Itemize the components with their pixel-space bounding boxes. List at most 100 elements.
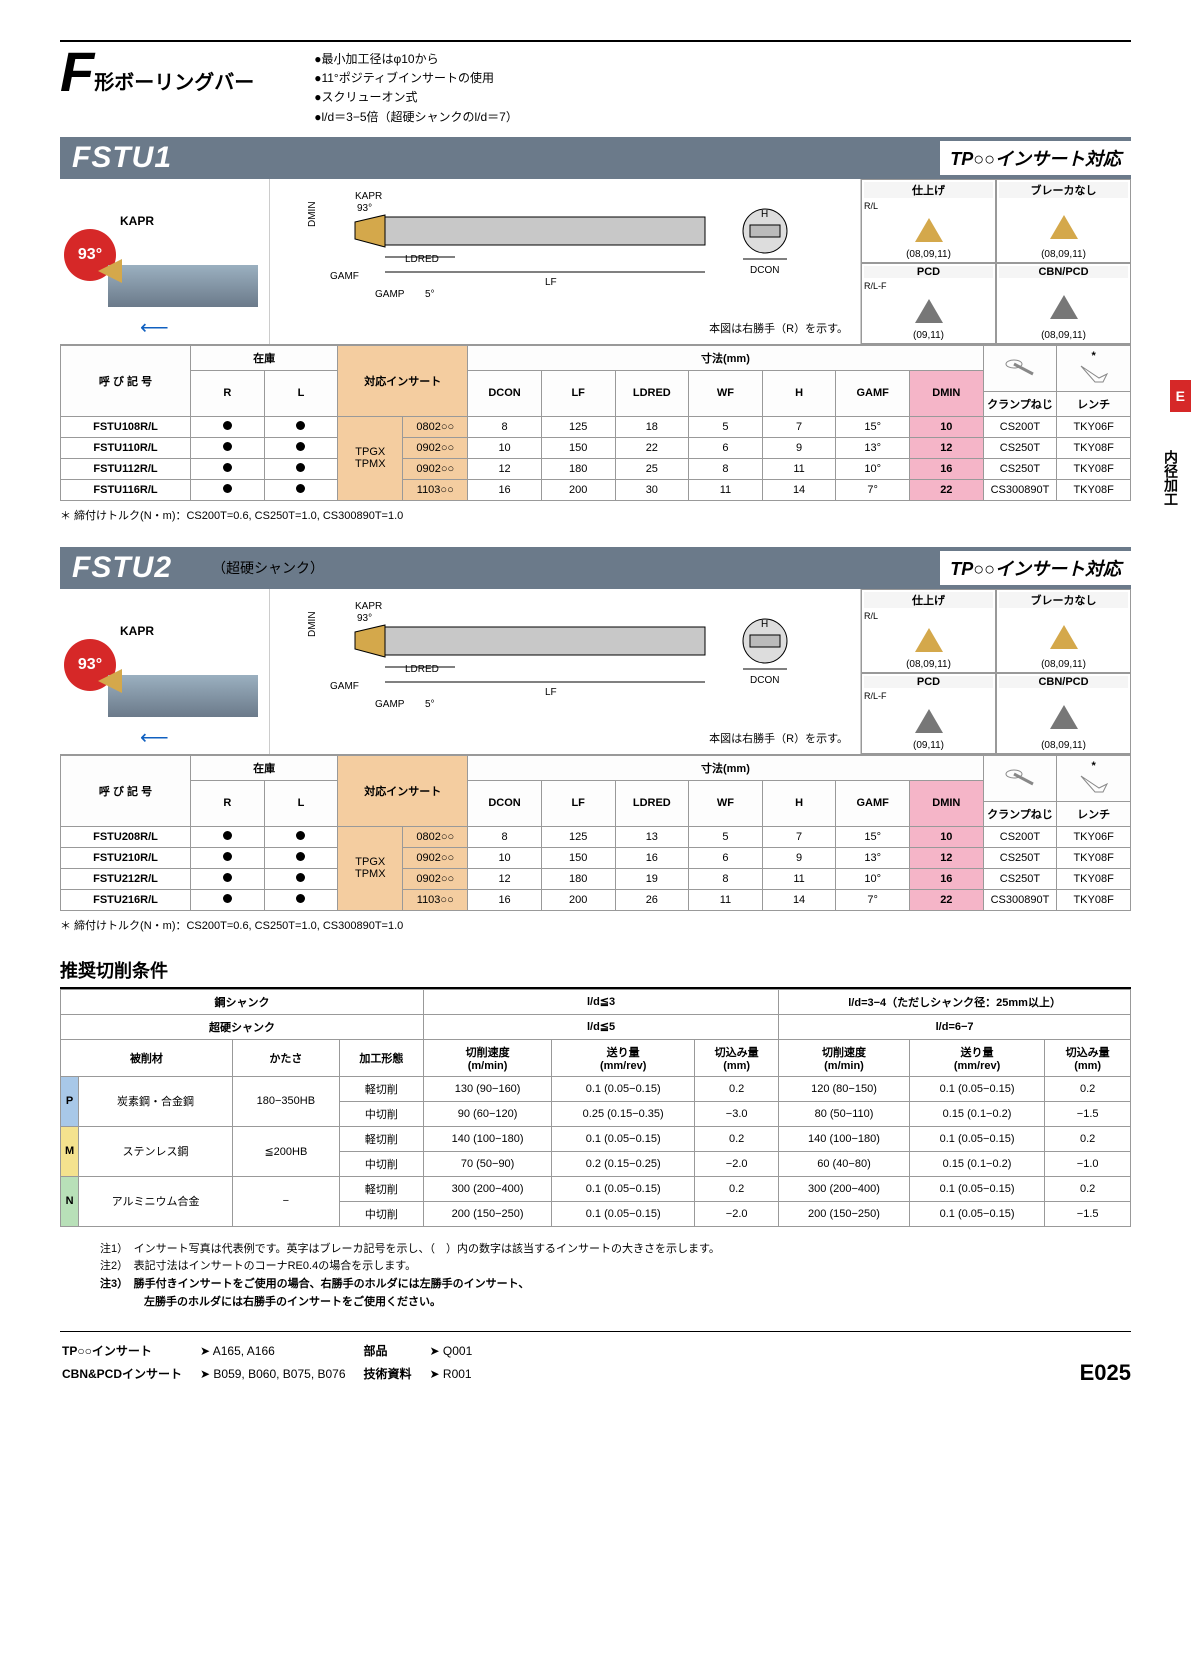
cell-dim: 7° (836, 889, 910, 910)
cond-hard: 180−350HB (232, 1076, 339, 1126)
cell-wrench: TKY06F (1057, 826, 1131, 847)
cell-dim: 6 (689, 847, 763, 868)
svg-text:LDRED: LDRED (405, 664, 439, 675)
cell-dim: 11 (762, 458, 836, 479)
note-line: 注1） インサート写真は代表例です。英字はブレーカ記号を示し、（ ）内の数字は該… (100, 1241, 1131, 1259)
cell-dim: 200 (541, 479, 615, 500)
bullet: ●11°ポジティブインサートの使用 (314, 69, 518, 88)
svg-text:H: H (761, 619, 768, 630)
cell-clamp: CS250T (983, 458, 1057, 479)
cond-val: 0.1 (0.05−0.15) (909, 1201, 1045, 1226)
cond-val: 70 (50−90) (423, 1151, 551, 1176)
kapr-label: KAPR (120, 214, 154, 228)
cell-dim: 13° (836, 847, 910, 868)
th-DMIN: DMIN (910, 780, 984, 826)
iso-badge: P (61, 1076, 79, 1126)
cell-stock-R (191, 437, 265, 458)
cond-val: 0.2 (1045, 1076, 1131, 1101)
cell-dim: 10 (468, 437, 542, 458)
svg-text:DMIN: DMIN (307, 201, 318, 227)
th-insert: 対応インサート (338, 755, 468, 826)
cell-dim: 22 (615, 437, 689, 458)
svg-text:KAPR: KAPR (355, 191, 382, 202)
cell-dim: 180 (541, 868, 615, 889)
ref-r: ➤ R001 (430, 1363, 489, 1384)
svg-text:93°: 93° (357, 203, 372, 214)
cell-dim: 10° (836, 458, 910, 479)
title-block: F 形ボーリングバー (60, 50, 254, 95)
tool-diagram-cell: KAPR 93° DMIN WF LDRED GAMF GAMP 5° LF H… (270, 179, 861, 344)
cell-dim: 15° (836, 826, 910, 847)
cell-dim: 16 (615, 847, 689, 868)
cell-clamp: CS200T (983, 826, 1057, 847)
cell-dim: 26 (615, 889, 689, 910)
note-line: 注3） 勝手付きインサートをご使用の場合、右勝手のホルダには左勝手のインサート、 (100, 1276, 1131, 1294)
cell-clamp: CS300890T (983, 479, 1057, 500)
thumb: CBN/PCD(08,09,11) (996, 263, 1131, 344)
svg-text:93°: 93° (357, 613, 372, 624)
cell-dim: 5 (689, 826, 763, 847)
ref-l: 部品 (364, 1340, 428, 1361)
th-LDRED: LDRED (615, 780, 689, 826)
page-header: F 形ボーリングバー ●最小加工径はφ10から●11°ポジティブインサートの使用… (60, 40, 1131, 127)
cond-val: 0.2 (1045, 1176, 1131, 1201)
cell-dim: 13° (836, 437, 910, 458)
cell-clamp: CS250T (983, 847, 1057, 868)
cell-dim: 12 (910, 437, 984, 458)
th-wrench: レンチ (1057, 801, 1131, 826)
th-stock: 在庫 (191, 755, 338, 780)
kapr-label: KAPR (120, 624, 154, 638)
cond-mat: 炭素鋼・合金鋼 (79, 1076, 233, 1126)
diagram-note: 本図は右勝手（R）を示す。 (282, 730, 848, 746)
cond-row: P炭素鋼・合金鋼180−350HB軽切削130 (90−160)0.1 (0.0… (61, 1076, 1131, 1101)
svg-text:LF: LF (545, 277, 557, 288)
th-screw-icon (983, 755, 1057, 801)
cell-dim: 7 (762, 826, 836, 847)
section-title: FSTU1 (60, 141, 202, 175)
cell-dim: 12 (468, 458, 542, 479)
cell-dim: 15° (836, 416, 910, 437)
cell-dim: 19 (615, 868, 689, 889)
th-LF: LF (541, 780, 615, 826)
cond-col: 切込み量 (mm) (695, 1039, 779, 1076)
cell-dim: 22 (910, 479, 984, 500)
th-wrench-icon: * (1057, 755, 1131, 801)
cond-val: 140 (100−180) (779, 1126, 910, 1151)
ref-r: ➤ Q001 (430, 1340, 489, 1361)
cond-val: −2.0 (695, 1151, 779, 1176)
cell-dim: 150 (541, 437, 615, 458)
cell-name: FSTU110R/L (61, 437, 191, 458)
cell-dim: 11 (762, 868, 836, 889)
cell-stock-R (191, 847, 265, 868)
page-number: E025 (1080, 1360, 1131, 1386)
diagram-row: 93° KAPR ⟵ KAPR 93° DMIN WF LDRED GAMF G… (60, 589, 1131, 755)
cond-val: 0.1 (0.05−0.15) (552, 1201, 695, 1226)
section-header: FSTU2 （超硬シャンク） TP○○インサート対応 (60, 547, 1131, 589)
cell-dim: 16 (468, 889, 542, 910)
cond-col: 切削速度 (m/min) (423, 1039, 551, 1076)
insert-thumbs: 仕上げR/L(08,09,11) ブレーカなし(08,09,11) PCDR/L… (861, 179, 1131, 344)
cond-row: Nアルミニウム合金−軽切削300 (200−400)0.1 (0.05−0.15… (61, 1176, 1131, 1201)
svg-text:DMIN: DMIN (307, 611, 318, 637)
cell-name: FSTU216R/L (61, 889, 191, 910)
cell-dim: 200 (541, 889, 615, 910)
cell-insert: 0902○○ (403, 868, 468, 889)
cond-val: 0.1 (0.05−0.15) (909, 1126, 1045, 1151)
tool-diagram: KAPR 93° DMIN WF LDRED GAMF GAMP 5° LF H… (282, 187, 848, 317)
thumb: 仕上げR/L(08,09,11) (861, 179, 996, 264)
svg-text:GAMF: GAMF (330, 271, 359, 282)
spec-table: 呼 び 記 号 在庫 対応インサート 寸法(mm) * R L DCONLFLD… (60, 345, 1131, 501)
side-tab: E (1170, 380, 1191, 412)
cell-name: FSTU210R/L (61, 847, 191, 868)
th-name: 呼 び 記 号 (61, 345, 191, 416)
cell-insert: 1103○○ (403, 479, 468, 500)
cond-val: 0.1 (0.05−0.15) (909, 1076, 1045, 1101)
cell-dim: 16 (468, 479, 542, 500)
cell-name: FSTU112R/L (61, 458, 191, 479)
cell-dim: 8 (468, 416, 542, 437)
side-vertical-label: 内径加工 (1161, 450, 1181, 506)
cell-insert: 0802○○ (403, 826, 468, 847)
angle-diagram: 93° KAPR ⟵ (60, 179, 270, 344)
torque-note: ＊ 締付けトルク(N・m)：CS200T=0.6, CS250T=1.0, CS… (60, 917, 1131, 933)
th-GAMF: GAMF (836, 370, 910, 416)
